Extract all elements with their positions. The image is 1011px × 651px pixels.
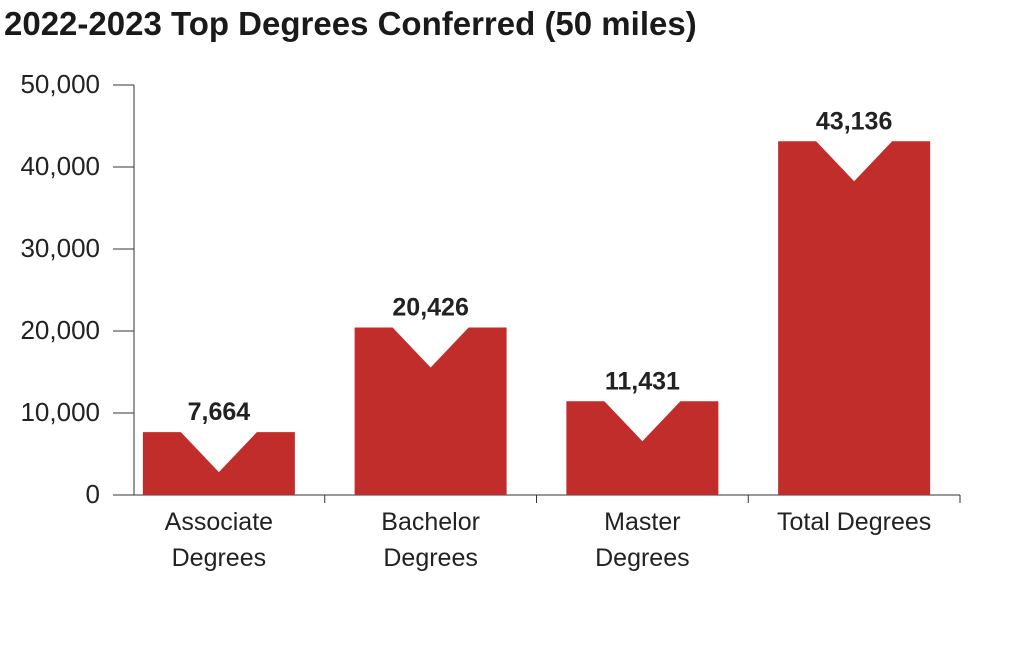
y-tick-label: 50,000 [20,69,100,99]
y-tick-label: 0 [86,479,100,509]
y-tick-label: 10,000 [20,397,100,427]
y-tick-label: 40,000 [20,151,100,181]
x-tick-label: Associate Degrees [164,508,274,572]
bar [354,327,507,495]
x-tick-label: Master Degrees [595,508,690,572]
x-tick-label: Total Degrees [777,508,932,536]
y-tick-label: 30,000 [20,233,100,263]
bar [566,401,719,495]
value-label: 43,136 [816,107,892,135]
x-tick-label: Bachelor Degrees [381,508,480,572]
value-label: 7,664 [188,398,251,426]
chart-title: 2022-2023 Top Degrees Conferred (50 mile… [4,5,697,42]
value-label: 11,431 [605,367,680,395]
value-label: 20,426 [392,294,468,322]
bar [142,432,295,495]
bar [778,141,931,496]
y-tick-label: 20,000 [20,315,100,345]
